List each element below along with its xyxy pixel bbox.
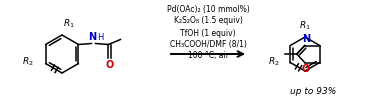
Text: TfOH (1 equiv): TfOH (1 equiv) — [180, 29, 236, 38]
Text: $R_1$: $R_1$ — [299, 20, 311, 32]
Text: N: N — [88, 32, 96, 41]
Text: 100 °C, air: 100 °C, air — [187, 51, 228, 60]
Text: $R_2$: $R_2$ — [268, 55, 280, 68]
Text: $R_2$: $R_2$ — [22, 55, 33, 68]
Text: N: N — [302, 33, 310, 44]
Text: up to 93%: up to 93% — [290, 87, 336, 96]
Text: Pd(OAc)₂ (10 mmol%): Pd(OAc)₂ (10 mmol%) — [167, 5, 249, 14]
Text: K₂S₂O₈ (1.5 equiv): K₂S₂O₈ (1.5 equiv) — [174, 16, 242, 25]
Text: CH₃COOH/DMF (8/1): CH₃COOH/DMF (8/1) — [170, 40, 246, 49]
Text: O: O — [106, 60, 114, 70]
Text: $R_1$: $R_1$ — [63, 17, 75, 30]
Text: H: H — [97, 33, 103, 41]
Text: O: O — [302, 64, 310, 74]
